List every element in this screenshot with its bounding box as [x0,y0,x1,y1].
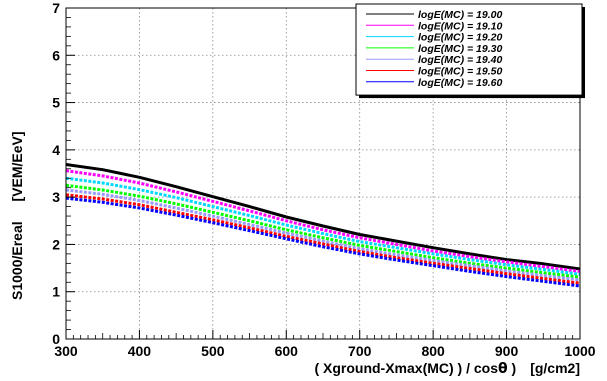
y-axis-title: S1000/Ereal [VEM/EeV] [9,131,25,300]
x-tick-label: 500 [201,343,225,359]
y-tick-label: 7 [52,0,60,16]
y-tick-label: 0 [52,331,60,347]
x-axis-title-theta: θ [498,361,508,377]
legend-label-2: logE(MC) = 19.20 [418,32,502,44]
y-tick-label: 2 [52,236,60,252]
x-tick-label: 800 [421,343,445,359]
legend-label-4: logE(MC) = 19.40 [418,54,502,66]
y-tick-label: 6 [52,47,60,63]
x-tick-label: 900 [495,343,519,359]
x-axis-title-main: ( Xground-Xmax(MC) ) / cos [314,360,498,376]
x-tick-label: 400 [128,343,152,359]
ticks: 300 400 500 600 700 800 900 1000 0 1 2 3 4 5 6 7 [52,0,596,359]
series-layer [65,163,581,288]
x-tick-label: 700 [348,343,372,359]
series-line-3 [65,183,581,279]
y-tick-label: 5 [52,95,60,111]
series-line-4 [65,188,581,282]
x-tick-label: 300 [54,343,78,359]
legend-box [355,3,583,96]
legend-label-1: logE(MC) = 19.10 [418,20,502,32]
series-line-5 [65,193,581,285]
series-line-2 [65,176,581,276]
x-axis-title: ( Xground-Xmax(MC) ) / cosθ ) [g/cm2] [314,360,580,377]
legend-label-0: logE(MC) = 19.00 [418,9,502,21]
y-axis-title-main: S1000/Ereal [9,221,25,300]
series-line-6 [65,196,581,288]
y-tick-label: 3 [52,189,60,205]
y-tick-label: 1 [52,284,60,300]
legend-label-5: logE(MC) = 19.50 [418,66,502,78]
y-tick-label: 4 [52,142,60,158]
y-axis-title-units: [VEM/EeV] [9,131,25,201]
series-line-0 [65,163,581,271]
x-tick-label: 600 [275,343,299,359]
legend-label-3: logE(MC) = 19.30 [418,43,502,55]
x-axis-title-close: ) [508,360,517,376]
x-axis-title-units: [g/cm2] [530,360,580,376]
series-line-1 [65,169,581,273]
x-tick-label: 1000 [564,343,595,359]
legend-label-6: logE(MC) = 19.60 [418,77,502,89]
